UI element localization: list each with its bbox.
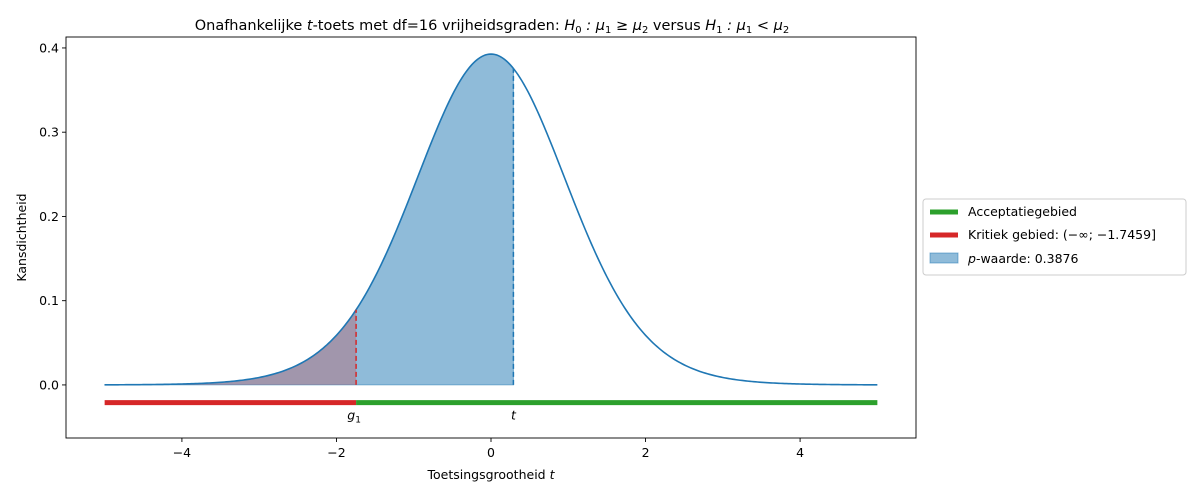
x-tick-label: 4 — [796, 445, 804, 460]
y-axis: 0.0 0.1 0.2 0.3 0.4 — [39, 40, 66, 392]
y-tick-label: 0.4 — [39, 40, 59, 55]
pvalue-area — [104, 53, 514, 386]
legend: Acceptatiegebied Kritiek gebied: (−∞; −1… — [922, 198, 1187, 276]
y-tick-label: 0.2 — [39, 209, 59, 224]
x-tick-label: −4 — [173, 445, 191, 460]
x-tick-label: 2 — [642, 445, 650, 460]
x-tick-label: −2 — [327, 445, 345, 460]
legend-acceptance-label: Acceptatiegebied — [968, 204, 1077, 219]
y-tick-label: 0.3 — [39, 125, 59, 140]
legend-pvalue-swatch — [929, 252, 959, 264]
y-tick-label: 0.0 — [39, 377, 59, 392]
x-tick-label: 0 — [487, 445, 495, 460]
legend-pvalue-label: p-waarde: 0.3876 — [967, 251, 1079, 266]
density-curve — [104, 53, 878, 386]
plot-area — [104, 53, 878, 406]
x-axis: −4 −2 0 2 4 — [173, 438, 804, 460]
critical-value-label: g1 — [347, 408, 361, 426]
y-tick-label: 0.1 — [39, 293, 59, 308]
x-axis-label: Toetsingsgrootheid t — [426, 467, 555, 482]
legend-critical-label: Kritiek gebied: (−∞; −1.7459] — [968, 227, 1156, 242]
y-axis-label: Kansdichtheid — [14, 193, 29, 281]
chart-title: Onafhankelijke t-toets met df=16 vrijhei… — [195, 18, 790, 36]
legend-box — [922, 198, 1187, 276]
critical-area — [104, 309, 357, 385]
t-statistic-label: t — [511, 408, 517, 423]
